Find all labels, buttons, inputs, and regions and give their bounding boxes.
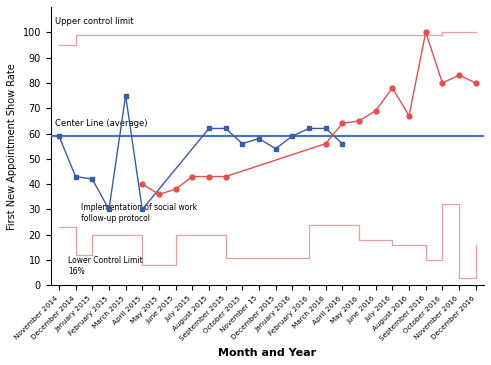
Text: Lower Control Limit
16%: Lower Control Limit 16%	[68, 256, 143, 276]
X-axis label: Month and Year: Month and Year	[218, 348, 316, 358]
Y-axis label: First New Appointment Show Rate: First New Appointment Show Rate	[7, 63, 17, 230]
Text: Upper control limit: Upper control limit	[55, 17, 134, 26]
Text: Center Line (average): Center Line (average)	[55, 119, 147, 128]
Text: Implementation of social work
follow-up protocol: Implementation of social work follow-up …	[81, 203, 197, 223]
